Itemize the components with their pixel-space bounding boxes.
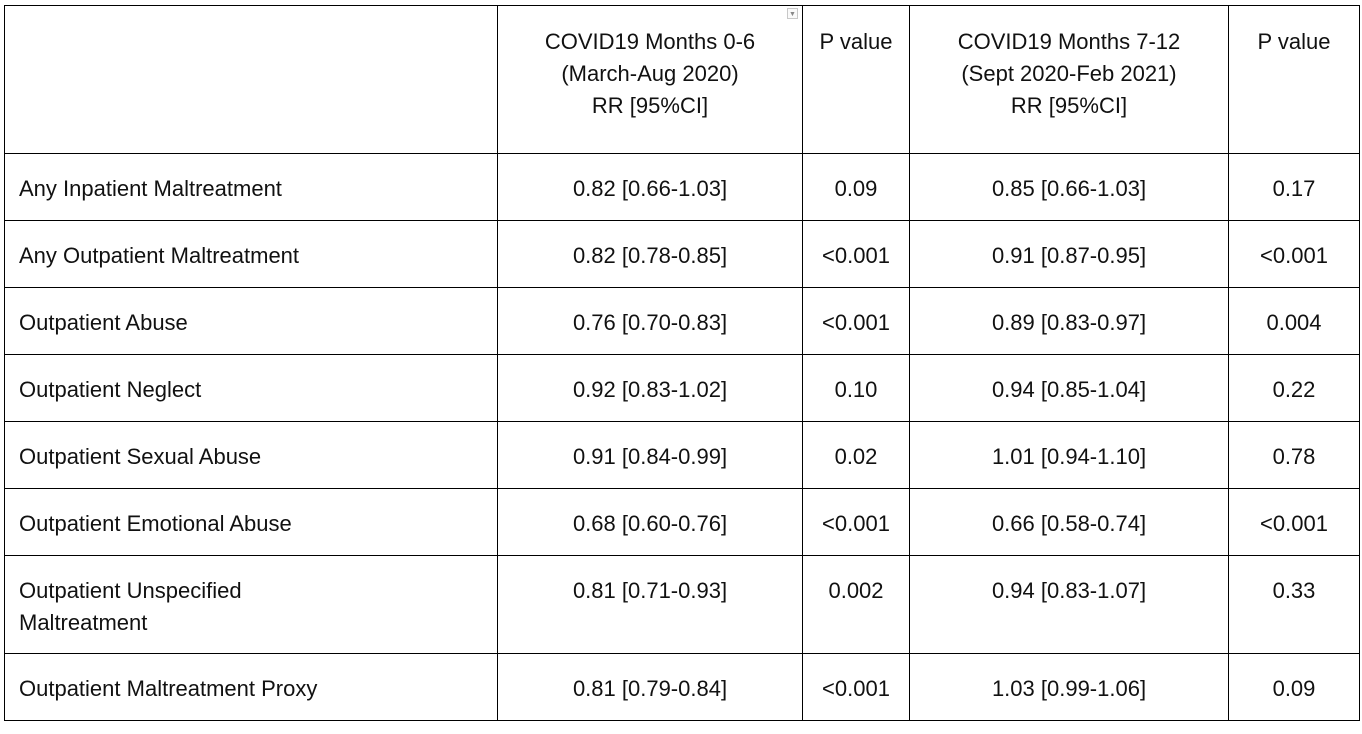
rr-period1: 0.82 [0.78-0.85] bbox=[497, 220, 803, 288]
rr-period1: 0.91 [0.84-0.99] bbox=[497, 421, 803, 489]
pvalue-period1: <0.001 bbox=[802, 220, 910, 288]
pvalue-period1: 0.09 bbox=[802, 153, 910, 221]
table-row: Any Inpatient Maltreatment 0.82 [0.66-1.… bbox=[4, 153, 1360, 221]
row-label: Any Outpatient Maltreatment bbox=[4, 220, 498, 288]
rr-period1: 0.82 [0.66-1.03] bbox=[497, 153, 803, 221]
rr-period1: 0.76 [0.70-0.83] bbox=[497, 287, 803, 355]
header-period2-rr: COVID19 Months 7-12 (Sept 2020-Feb 2021)… bbox=[909, 5, 1229, 154]
row-label: Outpatient Maltreatment Proxy bbox=[4, 653, 498, 721]
header-period2-pvalue: P value bbox=[1228, 5, 1360, 154]
pvalue-period2: 0.09 bbox=[1228, 653, 1360, 721]
rr-period2: 1.01 [0.94-1.10] bbox=[909, 421, 1229, 489]
row-label: Any Inpatient Maltreatment bbox=[4, 153, 498, 221]
rr-period1: 0.68 [0.60-0.76] bbox=[497, 488, 803, 556]
pvalue-period2: <0.001 bbox=[1228, 220, 1360, 288]
row-label: Outpatient Unspecified Maltreatment bbox=[4, 555, 498, 654]
table-row: Outpatient Neglect 0.92 [0.83-1.02] 0.10… bbox=[4, 354, 1360, 422]
row-label: Outpatient Emotional Abuse bbox=[4, 488, 498, 556]
rr-period2: 0.94 [0.83-1.07] bbox=[909, 555, 1229, 654]
chevron-down-icon[interactable]: ▼ bbox=[787, 8, 798, 19]
table-row: Outpatient Maltreatment Proxy 0.81 [0.79… bbox=[4, 653, 1360, 721]
header-period1-rr: COVID19 Months 0-6 (March-Aug 2020) RR [… bbox=[497, 5, 803, 154]
header-period2-line2: (Sept 2020-Feb 2021) bbox=[961, 61, 1177, 86]
table-row: Outpatient Unspecified Maltreatment 0.81… bbox=[4, 555, 1360, 654]
pvalue-period1: 0.02 bbox=[802, 421, 910, 489]
header-empty-cell bbox=[4, 5, 498, 154]
header-period1-pvalue: P value bbox=[802, 5, 910, 154]
header-period2-line1: COVID19 Months 7-12 bbox=[957, 29, 1181, 54]
pvalue-period1: 0.002 bbox=[802, 555, 910, 654]
rr-period2: 0.66 [0.58-0.74] bbox=[909, 488, 1229, 556]
results-table: COVID19 Months 0-6 (March-Aug 2020) RR [… bbox=[4, 5, 1360, 721]
table-header: COVID19 Months 0-6 (March-Aug 2020) RR [… bbox=[4, 5, 1360, 154]
rr-period1: 0.92 [0.83-1.02] bbox=[497, 354, 803, 422]
pvalue-period1: <0.001 bbox=[802, 287, 910, 355]
header-row: COVID19 Months 0-6 (March-Aug 2020) RR [… bbox=[4, 5, 1360, 154]
row-label: Outpatient Abuse bbox=[4, 287, 498, 355]
table-row: Outpatient Sexual Abuse 0.91 [0.84-0.99]… bbox=[4, 421, 1360, 489]
pvalue-period2: 0.78 bbox=[1228, 421, 1360, 489]
table-body: Any Inpatient Maltreatment 0.82 [0.66-1.… bbox=[4, 153, 1360, 721]
table-row: Outpatient Emotional Abuse 0.68 [0.60-0.… bbox=[4, 488, 1360, 556]
table-row: Outpatient Abuse 0.76 [0.70-0.83] <0.001… bbox=[4, 287, 1360, 355]
pvalue-period2: 0.004 bbox=[1228, 287, 1360, 355]
pvalue-period1: <0.001 bbox=[802, 653, 910, 721]
row-label-line1: Outpatient Unspecified bbox=[19, 578, 242, 603]
pvalue-period1: 0.10 bbox=[802, 354, 910, 422]
header-period1-line1: COVID19 Months 0-6 bbox=[544, 29, 756, 54]
pvalue-period1: <0.001 bbox=[802, 488, 910, 556]
table-row: Any Outpatient Maltreatment 0.82 [0.78-0… bbox=[4, 220, 1360, 288]
header-period2-line3: RR [95%CI] bbox=[1010, 93, 1128, 118]
row-label-line2: Maltreatment bbox=[19, 610, 148, 635]
rr-period2: 0.94 [0.85-1.04] bbox=[909, 354, 1229, 422]
header-period1-line3: RR [95%CI] bbox=[591, 93, 709, 118]
pvalue-period2: 0.22 bbox=[1228, 354, 1360, 422]
row-label: Outpatient Sexual Abuse bbox=[4, 421, 498, 489]
rr-period2: 0.91 [0.87-0.95] bbox=[909, 220, 1229, 288]
rr-period1: 0.81 [0.79-0.84] bbox=[497, 653, 803, 721]
rr-period2: 1.03 [0.99-1.06] bbox=[909, 653, 1229, 721]
pvalue-period2: 0.33 bbox=[1228, 555, 1360, 654]
rr-period1: 0.81 [0.71-0.93] bbox=[497, 555, 803, 654]
pvalue-period2: <0.001 bbox=[1228, 488, 1360, 556]
row-label: Outpatient Neglect bbox=[4, 354, 498, 422]
results-table-container: COVID19 Months 0-6 (March-Aug 2020) RR [… bbox=[4, 5, 1360, 721]
rr-period2: 0.85 [0.66-1.03] bbox=[909, 153, 1229, 221]
pvalue-period2: 0.17 bbox=[1228, 153, 1360, 221]
rr-period2: 0.89 [0.83-0.97] bbox=[909, 287, 1229, 355]
header-period1-line2: (March-Aug 2020) bbox=[561, 61, 739, 86]
